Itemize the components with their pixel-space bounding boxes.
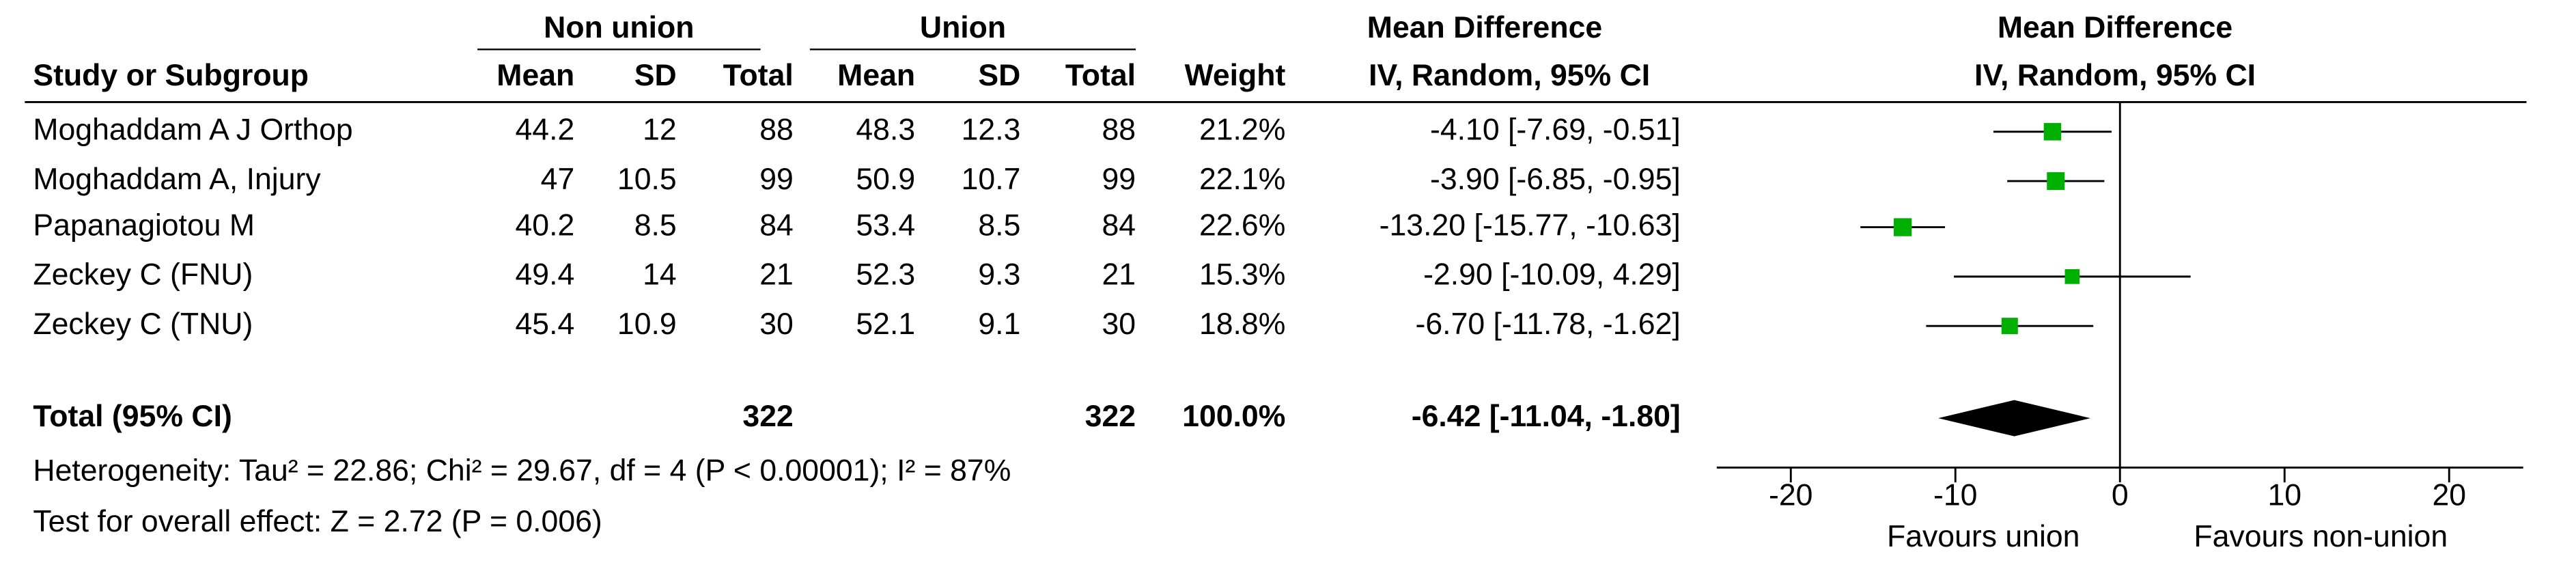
study-name: Zeckey C (TNU) — [33, 307, 253, 341]
total-name: Total (95% CI) — [33, 400, 232, 433]
cell: 10.7 — [962, 163, 1021, 196]
study-name: Zeckey C (FNU) — [33, 258, 253, 292]
effect-square — [2064, 269, 2080, 284]
column-header: Total — [723, 59, 794, 92]
cell: 30 — [1102, 307, 1136, 341]
study-name: Moghaddam A J Orthop — [33, 113, 352, 147]
weight: 21.2% — [1199, 113, 1285, 147]
cell: 50.9 — [856, 163, 915, 196]
cell: 52.1 — [856, 307, 915, 341]
cell: 88 — [759, 113, 794, 147]
column-header: Study or Subgroup — [33, 59, 309, 92]
cell: 21 — [1102, 258, 1136, 292]
group-header: Union — [920, 11, 1006, 44]
cell: 8.5 — [634, 208, 677, 242]
cell: 8.5 — [978, 208, 1020, 242]
cell: 12 — [643, 113, 677, 147]
cell: 99 — [759, 163, 794, 196]
summary-diamond — [1938, 400, 2090, 437]
favours-left: Favours union — [1887, 520, 2080, 553]
effect-square — [2047, 172, 2065, 191]
column-header: Weight — [1185, 59, 1286, 92]
group-header: Mean Difference — [1998, 11, 2232, 44]
cell: 45.4 — [516, 307, 575, 341]
cell: 40.2 — [516, 208, 575, 242]
ci-label: -2.90 [-10.09, 4.29] — [1423, 258, 1681, 292]
x-tick-label: -20 — [1769, 479, 1812, 512]
weight: 22.6% — [1199, 208, 1285, 242]
cell: 99 — [1102, 163, 1136, 196]
cell: 10.9 — [617, 307, 677, 341]
total-ci: -6.42 [-11.04, -1.80] — [1412, 400, 1681, 433]
study-name: Papanagiotou M — [33, 208, 255, 242]
column-header: SD — [978, 59, 1020, 92]
method-header: IV, Random, 95% CI — [1369, 59, 1650, 92]
overall-effect: Test for overall effect: Z = 2.72 (P = 0… — [33, 505, 602, 538]
total-n2: 322 — [1085, 400, 1136, 433]
cell: 12.3 — [962, 113, 1021, 147]
total-n1: 322 — [742, 400, 793, 433]
cell: 14 — [643, 258, 677, 292]
weight: 15.3% — [1199, 258, 1285, 292]
weight: 18.8% — [1199, 307, 1285, 341]
cell: 44.2 — [516, 113, 575, 147]
heterogeneity: Heterogeneity: Tau² = 22.86; Chi² = 29.6… — [33, 454, 1011, 487]
column-header: Mean — [496, 59, 574, 92]
cell: 9.1 — [978, 307, 1020, 341]
x-tick-label: 0 — [2112, 479, 2129, 512]
cell: 49.4 — [516, 258, 575, 292]
cell: 52.3 — [856, 258, 915, 292]
cell: 48.3 — [856, 113, 915, 147]
cell: 88 — [1102, 113, 1136, 147]
ci-label: -13.20 [-15.77, -10.63] — [1380, 208, 1681, 242]
cell: 30 — [759, 307, 794, 341]
study-name: Moghaddam A, Injury — [33, 163, 321, 196]
favours-right: Favours non-union — [2194, 520, 2448, 553]
weight: 22.1% — [1199, 163, 1285, 196]
column-header: Mean — [837, 59, 915, 92]
cell: 10.5 — [617, 163, 677, 196]
cell: 84 — [1102, 208, 1136, 242]
cell: 21 — [759, 258, 794, 292]
effect-square — [2043, 123, 2062, 141]
x-tick-label: 10 — [2267, 479, 2301, 512]
cell: 9.3 — [978, 258, 1020, 292]
cell: 53.4 — [856, 208, 915, 242]
cell: 47 — [541, 163, 575, 196]
ci-label: -3.90 [-6.85, -0.95] — [1430, 163, 1681, 196]
effect-square — [2001, 318, 2018, 335]
total-weight: 100.0% — [1182, 400, 1285, 433]
column-header: Total — [1065, 59, 1136, 92]
x-tick-label: 20 — [2432, 479, 2466, 512]
group-header: Non union — [544, 11, 694, 44]
ci-label: -4.10 [-7.69, -0.51] — [1430, 113, 1681, 147]
column-header: SD — [634, 59, 677, 92]
x-tick-label: -10 — [1933, 479, 1977, 512]
ci-label: -6.70 [-11.78, -1.62] — [1416, 307, 1681, 341]
cell: 84 — [759, 208, 794, 242]
group-header: Mean Difference — [1367, 11, 1602, 44]
method-header: IV, Random, 95% CI — [1974, 59, 2256, 92]
effect-square — [1893, 218, 1912, 236]
